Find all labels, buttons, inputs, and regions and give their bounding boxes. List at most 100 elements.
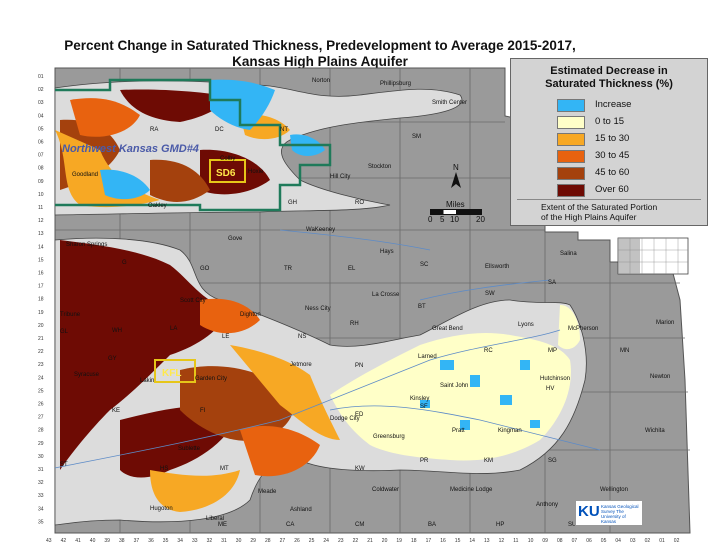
county-label: BA xyxy=(428,522,436,528)
col-label: 02 xyxy=(645,538,651,544)
city-label: Gove xyxy=(228,236,243,242)
county-label: KM xyxy=(484,458,493,464)
county-label: MN xyxy=(620,348,629,354)
kfl-label: KFL xyxy=(162,368,181,379)
legend-label: 30 to 45 xyxy=(595,150,630,161)
col-label: 06 xyxy=(586,538,592,544)
gmd4-boundary xyxy=(55,78,332,212)
col-label: 28 xyxy=(265,538,271,544)
county-label: CM xyxy=(355,522,364,528)
city-label: Norton xyxy=(312,78,330,84)
col-label: 43 xyxy=(46,538,52,544)
legend-label: 0 to 15 xyxy=(595,116,625,127)
city-label: Kingman xyxy=(498,428,522,434)
county-label: SM xyxy=(412,134,421,140)
row-label: 13 xyxy=(38,231,44,237)
city-label: Lyons xyxy=(518,322,534,328)
row-label: 20 xyxy=(38,323,44,329)
scale-label: Miles xyxy=(446,200,465,209)
map-title-line1: Percent Change in Saturated Thickness, P… xyxy=(64,38,576,53)
ku-logo-text: Kansas Geological Survey The University … xyxy=(601,504,639,524)
county-label: LE xyxy=(222,334,229,340)
city-label: Saint John xyxy=(440,383,468,389)
county-label: GO xyxy=(200,266,210,272)
col-label: 13 xyxy=(484,538,490,544)
county-label: SC xyxy=(420,262,429,268)
row-label: 33 xyxy=(38,493,44,499)
city-label: Sharon Springs xyxy=(66,242,107,248)
county-label: G xyxy=(122,260,127,266)
col-label: 07 xyxy=(572,538,578,544)
col-label: 10 xyxy=(528,538,534,544)
col-label: 38 xyxy=(119,538,125,544)
county-label: PR xyxy=(420,458,429,464)
legend-extent-line1: Extent of the Saturated Portion xyxy=(541,202,658,212)
legend-extent-line2: of the High Plains Aquifer xyxy=(541,212,637,222)
county-label: ED xyxy=(355,412,364,418)
scale-bar-graphic xyxy=(430,209,482,215)
legend-swatch xyxy=(557,116,585,129)
col-label: 08 xyxy=(557,538,563,544)
county-label: GH xyxy=(288,200,297,206)
col-label: 24 xyxy=(323,538,329,544)
legend-divider xyxy=(517,199,701,200)
col-label: 41 xyxy=(75,538,81,544)
col-label: 04 xyxy=(615,538,621,544)
city-label: Dighton xyxy=(240,312,261,318)
legend-swatch xyxy=(557,133,585,146)
county-label: RO xyxy=(355,200,364,206)
city-label: Ness City xyxy=(305,306,331,312)
kfl-boundary xyxy=(154,359,196,383)
city-label: Liberal xyxy=(206,516,224,522)
col-label: 16 xyxy=(440,538,446,544)
scale-tick: 10 xyxy=(450,215,459,224)
col-label: 19 xyxy=(396,538,402,544)
ku-logo: KU Kansas Geological Survey The Universi… xyxy=(575,500,643,526)
city-label: Sublette xyxy=(178,446,201,452)
range-col-labels: 43 42 41 40 39 38 37 36 35 34 33 32 31 30 29 28 27 26 25 24… xyxy=(46,538,680,544)
county-label: PN xyxy=(355,363,363,369)
county-label: SW xyxy=(485,291,495,297)
city-label: Jetmore xyxy=(290,362,312,368)
city-label: Greensburg xyxy=(373,434,405,440)
county-label: LA xyxy=(170,326,177,332)
col-label: 42 xyxy=(61,538,67,544)
township-row-labels: 01 02 03 04 05 06 07 08 09 10 11 12 13 14 15 16 17 18 19 20… xyxy=(38,74,44,525)
city-label: McPherson xyxy=(568,326,598,332)
row-label: 19 xyxy=(38,310,44,316)
col-label: 11 xyxy=(513,538,518,544)
county-label: HP xyxy=(496,522,504,528)
city-label: Oakley xyxy=(148,203,167,209)
city-label: Scott City xyxy=(180,298,206,304)
legend-swatch xyxy=(557,184,585,197)
city-label: Syracuse xyxy=(74,372,100,378)
county-label: HS xyxy=(160,466,168,472)
row-label: 24 xyxy=(38,375,44,381)
city-label: Lakin xyxy=(140,378,154,384)
city-labels: Norton Phillipsburg Smith Center Colby Hoxie… xyxy=(60,78,674,522)
sd6-boundary xyxy=(209,159,246,183)
city-label: Kinsley xyxy=(410,396,429,402)
city-label: Pratt xyxy=(452,428,465,434)
city-label: Hoxie xyxy=(248,169,264,175)
col-label: 22 xyxy=(353,538,359,544)
city-label: Stockton xyxy=(368,164,391,170)
city-label: Hays xyxy=(380,249,394,255)
gmd4-label: Northwest Kansas GMD#4 xyxy=(62,143,199,155)
row-label: 14 xyxy=(38,244,44,250)
row-label: 01 xyxy=(38,74,44,80)
city-label: Great Bend xyxy=(432,326,463,332)
county-label: MT xyxy=(220,466,229,472)
county-label: DC xyxy=(215,127,224,133)
row-label: 28 xyxy=(38,428,44,434)
legend-label: 15 to 30 xyxy=(595,133,630,144)
sd6-label: SD6 xyxy=(216,168,236,179)
col-label: 31 xyxy=(221,538,227,544)
col-label: 39 xyxy=(104,538,110,544)
row-label: 30 xyxy=(38,454,44,460)
row-label: 04 xyxy=(38,113,44,119)
scale-ticks: 0 5 10 20 xyxy=(428,215,490,224)
row-label: 32 xyxy=(38,480,44,486)
col-label: 15 xyxy=(455,538,461,544)
city-label: Newton xyxy=(650,374,670,380)
